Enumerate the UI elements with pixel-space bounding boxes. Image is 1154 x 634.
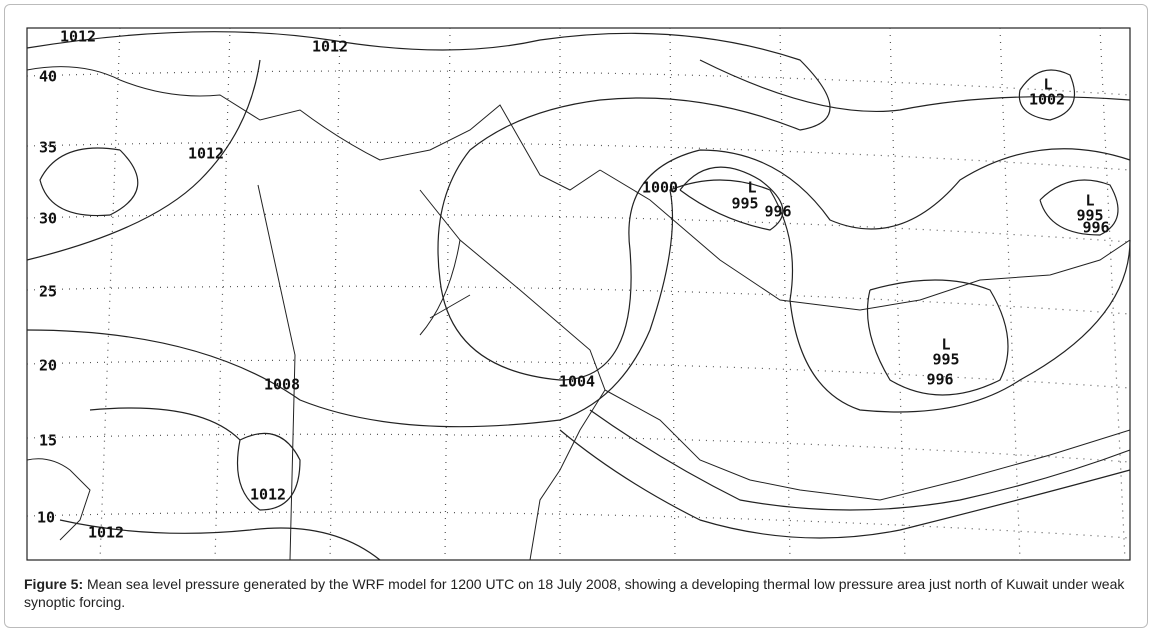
latitude-label: 35 (39, 139, 57, 157)
isobar-label: 1002 (1029, 91, 1065, 109)
low-marker: L (747, 179, 756, 197)
latitude-label: 25 (39, 283, 57, 301)
low-marker: L (1085, 192, 1094, 210)
coastlines (26, 66, 1131, 561)
latitude-label: 15 (39, 432, 57, 450)
isobar-label: 995 (1076, 207, 1103, 225)
isobar-label: 1008 (264, 376, 300, 394)
latitude-label: 20 (39, 357, 57, 375)
graticule (26, 27, 1131, 561)
isobars (26, 31, 1131, 561)
isobar-label: 996 (764, 203, 791, 221)
isobar-label: 1012 (60, 28, 96, 46)
isobar-label: 1012 (250, 486, 286, 504)
low-marker: L (941, 336, 950, 354)
isobar-label: 995 (932, 351, 959, 369)
isobar-label: 1000 (642, 179, 678, 197)
low-markers: L L L L (747, 76, 1094, 354)
isobar-label: 1012 (188, 145, 224, 163)
isobar-label: 995 (731, 195, 758, 213)
latitude-labels: 40 35 30 25 20 15 10 (37, 68, 57, 527)
figure-frame (4, 4, 1148, 628)
isobar-label: 1012 (312, 38, 348, 56)
isobar-label: 1012 (88, 524, 124, 542)
isobar-label: 996 (1082, 219, 1109, 237)
latitude-label: 40 (39, 68, 57, 86)
isobar-labels: 1012 1012 1012 1000 995 996 1002 995 996… (60, 28, 1110, 542)
isobar-label: 996 (926, 371, 953, 389)
low-marker: L (1043, 76, 1052, 94)
latitude-label: 10 (37, 509, 55, 527)
caption: Figure 5: Mean sea level pressure genera… (24, 575, 1139, 611)
isobar-label: 1004 (559, 373, 595, 391)
map-border (26, 27, 1131, 561)
caption-label: Figure 5: (24, 576, 84, 592)
latitude-label: 30 (39, 210, 57, 228)
caption-text: Mean sea level pressure generated by the… (24, 576, 1125, 610)
